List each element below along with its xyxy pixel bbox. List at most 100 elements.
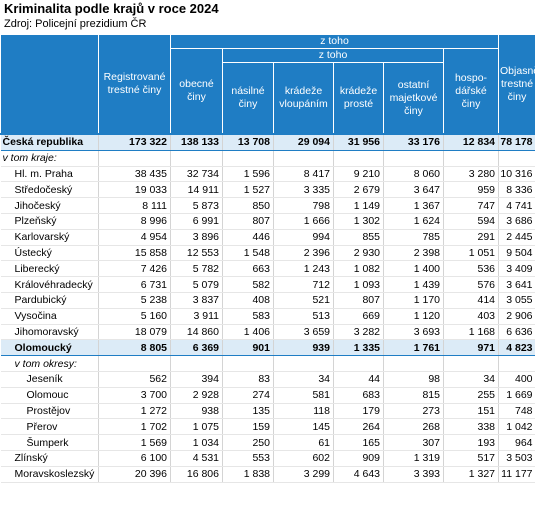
table-cell: 1 034 — [170, 434, 223, 451]
table-cell: 14 860 — [170, 324, 223, 341]
table-cell: 1 149 — [333, 197, 384, 214]
region-name: Zlínský — [0, 450, 99, 467]
empty-cell — [222, 355, 274, 372]
table-cell: 3 282 — [333, 324, 384, 341]
district-row: Šumperk 1 569 1 034 250 61 165 307 193 964 — [0, 434, 535, 451]
table-cell: 6 731 — [98, 276, 171, 293]
table-cell: 1 082 — [333, 260, 384, 278]
empty-cell — [443, 150, 500, 167]
table-cell: 14 911 — [170, 181, 223, 199]
header-solved: Objasněné trestné činy — [498, 34, 535, 135]
table-cell: 193 — [443, 434, 500, 451]
table-cell: 1 596 — [222, 166, 274, 183]
district-row: Prostějov 1 272 938 135 118 179 273 151 748 — [0, 403, 535, 420]
subhead-row: v tom kraje: — [0, 150, 535, 167]
table-cell: 19 033 — [98, 181, 171, 199]
table-cell: 815 — [383, 387, 444, 404]
table-cell: 5 238 — [98, 292, 171, 309]
table-cell: 291 — [443, 229, 500, 246]
table-cell: 8 336 — [498, 181, 535, 199]
table-cell: 159 — [222, 418, 274, 436]
table-cell: 939 — [273, 339, 334, 357]
table-cell: 307 — [383, 434, 444, 451]
table-cell: 1 093 — [333, 276, 384, 293]
table-cell: 1 569 — [98, 434, 171, 451]
region-name: Liberecký — [0, 260, 99, 278]
table-cell: 1 042 — [498, 418, 535, 436]
header-registered: Registrované trestné činy — [98, 34, 171, 135]
table-cell: 18 079 — [98, 324, 171, 341]
table-cell: 3 647 — [383, 181, 444, 199]
table-cell: 959 — [443, 181, 500, 199]
empty-cell — [273, 150, 334, 167]
table-cell: 7 426 — [98, 260, 171, 278]
table-cell: 3 409 — [498, 260, 535, 278]
table-cell: 1 838 — [222, 466, 274, 483]
regions-label: v tom kraje: — [0, 150, 99, 167]
table-cell: 938 — [170, 403, 223, 420]
table-cell: 6 369 — [170, 339, 223, 357]
highlight-region-row: Olomoucký 8 805 6 369 901 939 1 335 1 761 971 4 … — [0, 339, 535, 357]
table-cell: 78 178 — [498, 132, 535, 151]
table-cell: 20 396 — [98, 466, 171, 483]
table-cell: 1 319 — [383, 450, 444, 467]
empty-cell — [333, 150, 384, 167]
table-cell: 414 — [443, 292, 500, 309]
table-cell: 6 991 — [170, 213, 223, 230]
table-cell: 712 — [273, 276, 334, 293]
table-cell: 6 636 — [498, 324, 535, 341]
table-cell: 3 896 — [170, 229, 223, 246]
region-row: Královéhradecký 6 731 5 079 582 712 1 093 1 43… — [0, 276, 535, 293]
table-cell: 3 299 — [273, 466, 334, 483]
table-cell: 13 708 — [222, 132, 274, 151]
table-cell: 145 — [273, 418, 334, 436]
table-cell: 138 133 — [170, 132, 223, 151]
header-z-toho-inner: z toho — [222, 48, 444, 63]
region-row: Hl. m. Praha 38 435 32 734 1 596 8 417 9 210 8… — [0, 166, 535, 183]
table-cell: 15 858 — [98, 245, 171, 262]
table-cell: 2 930 — [333, 245, 384, 262]
region-row: Vysočina 5 160 3 911 583 513 669 1 120 403 2 906 — [0, 308, 535, 325]
region-name: Karlovarský — [0, 229, 99, 246]
table-cell: 807 — [333, 292, 384, 309]
table-cell: 9 504 — [498, 245, 535, 262]
table-cell: 179 — [333, 403, 384, 420]
table-cell: 338 — [443, 418, 500, 436]
table-cell: 118 — [273, 403, 334, 420]
table-cell: 4 643 — [333, 466, 384, 483]
table-cell: 1 702 — [98, 418, 171, 436]
table-cell: 9 210 — [333, 166, 384, 183]
table-cell: 669 — [333, 308, 384, 325]
region-name: Ústecký — [0, 245, 99, 262]
table-cell: 594 — [443, 213, 500, 230]
table-cell: 1 051 — [443, 245, 500, 262]
region-name: Středočeský — [0, 181, 99, 199]
table-cell: 2 679 — [333, 181, 384, 199]
table-cell: 1 624 — [383, 213, 444, 230]
table-cell: 536 — [443, 260, 500, 278]
table-cell: 394 — [170, 371, 223, 388]
region-name: Hl. m. Praha — [0, 166, 99, 183]
table-title: Kriminalita podle krajů v roce 2024 — [4, 1, 219, 16]
table-cell: 2 928 — [170, 387, 223, 404]
table-cell: 1 272 — [98, 403, 171, 420]
table-cell: 1 400 — [383, 260, 444, 278]
table-cell: 31 956 — [333, 132, 384, 151]
table-cell: 2 396 — [273, 245, 334, 262]
empty-cell — [170, 150, 223, 167]
empty-cell — [98, 150, 171, 167]
country-row: Česká republika 173 322 138 133 13 708 29 09… — [0, 132, 535, 151]
table-cell: 3 693 — [383, 324, 444, 341]
header-simple-theft: krádeže prosté — [333, 62, 384, 135]
empty-cell — [383, 355, 444, 372]
country-name: Česká republika — [0, 132, 99, 151]
table-cell: 3 837 — [170, 292, 223, 309]
table-cell: 1 367 — [383, 197, 444, 214]
table-cell: 135 — [222, 403, 274, 420]
region-row: Ústecký 15 858 12 553 1 548 2 396 2 930 2 398 1… — [0, 245, 535, 262]
table-cell: 16 806 — [170, 466, 223, 483]
table-cell: 4 823 — [498, 339, 535, 357]
table-cell: 173 322 — [98, 132, 171, 151]
table-cell: 2 906 — [498, 308, 535, 325]
table-cell: 971 — [443, 339, 500, 357]
